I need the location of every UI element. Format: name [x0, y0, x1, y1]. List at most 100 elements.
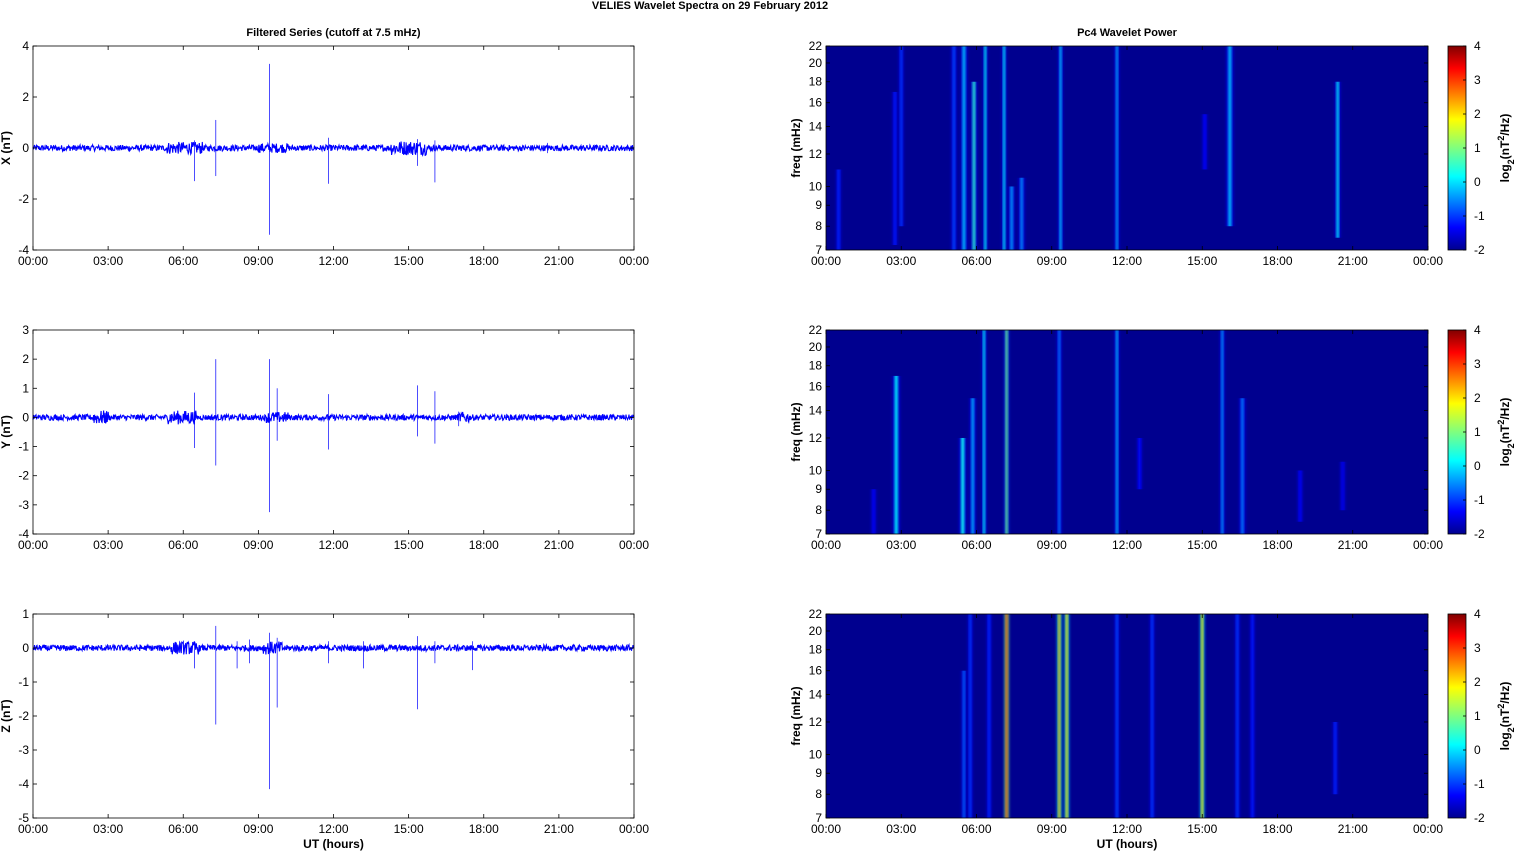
y-tick-label: 12: [809, 715, 823, 729]
colorbar-tick-label: 2: [1474, 675, 1481, 689]
colorbar-tick-label: 3: [1474, 357, 1481, 371]
power-streak: [983, 330, 986, 534]
y-tick-label: 4: [22, 39, 29, 53]
spectrogram-streaks: [961, 614, 1338, 818]
y-tick-label: -1: [18, 440, 29, 454]
x-tick-label: 21:00: [1338, 822, 1368, 836]
y-tick-label: 12: [809, 147, 823, 161]
colorbar-tick-label: 2: [1474, 107, 1481, 121]
y-tick-label: 7: [815, 243, 822, 257]
series-trace-y: [32, 410, 635, 425]
power-streak: [872, 489, 875, 534]
y-tick-label: -3: [18, 498, 29, 512]
filtered-series-z-panel: 1 0 -1 -2 -3 -4 -5 Z (nT) 00:00 03:00 06:00 09:00 12…: [0, 607, 649, 851]
y-tick-label: -1: [18, 675, 29, 689]
power-streak: [893, 91, 896, 245]
power-streak: [1005, 330, 1008, 534]
x-tick-label: 06:00: [961, 822, 991, 836]
y-axis-label: Z (nT): [0, 699, 13, 732]
y-tick-label: 14: [809, 404, 823, 418]
x-tick-label: 09:00: [243, 822, 273, 836]
x-tick-label: 03:00: [93, 822, 123, 836]
x-tick-label: 06:00: [961, 538, 991, 552]
power-streak: [952, 46, 956, 250]
y-tick-label: 3: [22, 323, 29, 337]
x-tick-label: 18:00: [469, 254, 499, 268]
panel-title: Pc4 Wavelet Power: [1077, 27, 1178, 39]
power-streak: [1010, 186, 1013, 250]
x-tick-label: 06:00: [168, 254, 198, 268]
y-tick-label: 16: [809, 664, 823, 678]
x-tick-label: 00:00: [1413, 822, 1443, 836]
spectrogram-background: [826, 330, 1428, 534]
x-tick-label: 00:00: [811, 538, 841, 552]
x-tick-label: 15:00: [1187, 538, 1217, 552]
x-tick-label: 06:00: [961, 254, 991, 268]
colorbar-tick-label: 1: [1474, 709, 1481, 723]
x-tick-label: 00:00: [18, 538, 48, 552]
x-tick-label: 00:00: [18, 822, 48, 836]
y-tick-label: 0: [22, 141, 29, 155]
y-tick-label: -5: [18, 811, 29, 825]
x-tick-label: 00:00: [811, 254, 841, 268]
colorbar-tick-label: 0: [1474, 175, 1481, 189]
spectrogram-streaks: [835, 46, 1341, 250]
x-tick-label: 12:00: [1112, 538, 1142, 552]
power-streak: [1059, 46, 1062, 250]
y-tick-label: 16: [809, 380, 823, 394]
y-tick-label: 10: [809, 463, 823, 477]
colorbar-tick-label: -2: [1474, 243, 1485, 257]
y-tick-label: 18: [809, 75, 823, 89]
y-tick-label: 8: [815, 503, 822, 517]
colorbar-tick-label: -1: [1474, 493, 1485, 507]
y-tick-label: 20: [809, 624, 823, 638]
x-tick-label: 21:00: [544, 822, 574, 836]
power-streak: [1334, 721, 1337, 795]
colorbar-tick-label: 2: [1474, 391, 1481, 405]
y-tick-label: 0: [22, 641, 29, 655]
x-tick-label: 00:00: [619, 254, 649, 268]
y-tick-label: 22: [809, 607, 823, 621]
power-streak: [1138, 437, 1141, 490]
y-tick-label: 8: [815, 219, 822, 233]
x-tick-label: 09:00: [243, 538, 273, 552]
x-tick-label: 09:00: [243, 254, 273, 268]
series-trace-x: [32, 141, 635, 157]
power-streak: [1336, 81, 1339, 238]
x-tick-label: 15:00: [394, 822, 424, 836]
y-tick-label: 16: [809, 96, 823, 110]
colorbar-tick-label: 1: [1474, 141, 1481, 155]
x-tick-label: 09:00: [1037, 822, 1067, 836]
x-tick-label: 21:00: [544, 538, 574, 552]
spectrogram-background: [826, 614, 1428, 818]
y-tick-label: 1: [22, 381, 29, 395]
y-tick-label: 14: [809, 688, 823, 702]
x-tick-label: 06:00: [168, 538, 198, 552]
y-tick-label: 9: [815, 198, 822, 212]
colorbar-tick-label: -1: [1474, 777, 1485, 791]
panel-title: Filtered Series (cutoff at 7.5 mHz): [246, 27, 421, 39]
x-tick-label: 00:00: [1413, 254, 1443, 268]
power-streak: [894, 375, 898, 534]
x-tick-label: 06:00: [168, 822, 198, 836]
power-streak: [1341, 461, 1344, 511]
x-tick-label: 12:00: [318, 822, 348, 836]
x-tick-label: 21:00: [1338, 538, 1368, 552]
x-tick-label: 12:00: [1112, 822, 1142, 836]
y-axis-label: Y (nT): [0, 415, 13, 449]
power-streak: [1203, 114, 1206, 170]
x-tick-label: 03:00: [886, 822, 916, 836]
y-tick-label: 12: [809, 431, 823, 445]
x-tick-label: 00:00: [1413, 538, 1443, 552]
power-streak: [988, 614, 991, 818]
spectrogram-streaks: [871, 330, 1346, 534]
y-tick-label: -2: [18, 469, 29, 483]
y-tick-label: 20: [809, 340, 823, 354]
x-tick-label: 09:00: [1037, 538, 1067, 552]
y-axis-label: X (nT): [0, 131, 13, 165]
x-tick-label: 12:00: [1112, 254, 1142, 268]
colorbar-tick-label: 3: [1474, 73, 1481, 87]
